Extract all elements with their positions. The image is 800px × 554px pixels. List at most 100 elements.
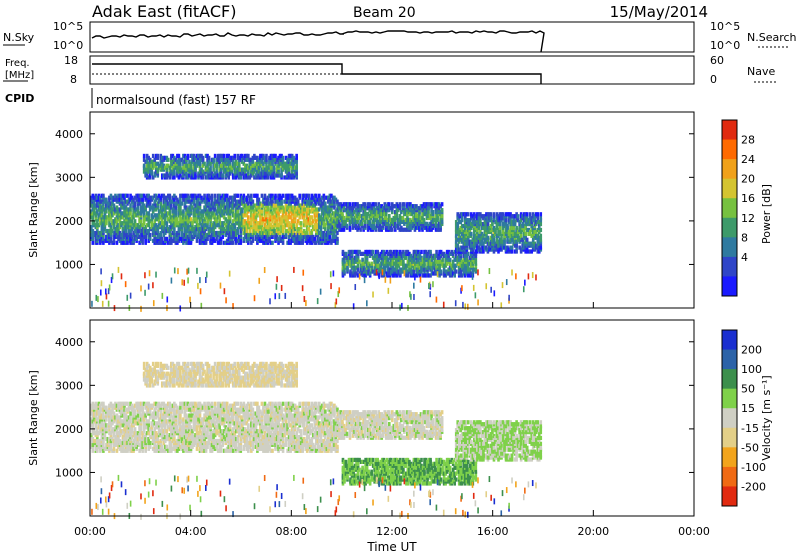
power-cell: [141, 241, 144, 245]
power-cell: [161, 237, 164, 241]
power-cell: [147, 215, 150, 219]
power-cell: [341, 212, 344, 216]
power-cell: [295, 164, 298, 168]
power-cell: [182, 209, 185, 213]
beam-label: Beam 20: [353, 5, 416, 21]
power-cell: [357, 264, 360, 268]
power-cell: [159, 202, 162, 206]
power-cell: [441, 208, 444, 212]
power-cell: [450, 268, 452, 274]
power-cell: [461, 218, 464, 222]
power-cell: [199, 162, 202, 166]
power-cell: [295, 171, 298, 175]
power-cell: [361, 258, 364, 262]
power-cell: [209, 166, 212, 170]
power-cell: [282, 194, 285, 198]
power-cell: [102, 194, 105, 198]
power-cell: [539, 212, 542, 216]
power-cell: [364, 224, 367, 228]
power-cell: [173, 169, 176, 173]
power-cell: [109, 284, 111, 290]
power-cell: [490, 216, 493, 220]
power-cell: [370, 262, 373, 266]
power-cell: [105, 209, 108, 213]
power-cell: [280, 200, 283, 204]
power-cell: [539, 245, 542, 249]
power-cell: [190, 217, 193, 221]
power-cell: [423, 218, 426, 222]
power-cell: [432, 210, 435, 214]
power-cell: [149, 233, 152, 237]
power-cell: [402, 260, 405, 264]
power-cell: [475, 267, 478, 271]
power-cell: [282, 241, 285, 245]
freq-tick-right-top: 60: [710, 54, 724, 67]
power-cell: [211, 194, 214, 198]
power-cell: [295, 154, 298, 158]
power-cell: [200, 288, 202, 294]
power-cell: [129, 211, 132, 215]
power-cell: [292, 223, 295, 227]
power-cell: [149, 237, 152, 241]
power-cell: [152, 154, 155, 158]
power-cell: [493, 238, 496, 242]
power-cell: [273, 166, 276, 170]
power-cell: [407, 273, 410, 277]
power-cell: [179, 207, 182, 211]
power-cell: [420, 250, 423, 254]
power-cell: [140, 219, 143, 223]
power-cell: [467, 252, 470, 256]
power-cell: [105, 198, 108, 202]
power-cell: [243, 194, 246, 198]
power-cell: [227, 175, 230, 179]
power-cell: [178, 154, 181, 158]
power-cell: [388, 214, 391, 218]
power-cell: [493, 212, 496, 216]
power-cell: [357, 267, 360, 271]
power-cell: [239, 175, 242, 179]
power-cell: [478, 226, 481, 230]
power-cell: [364, 202, 367, 206]
power-cell: [295, 223, 298, 227]
power-cell: [166, 237, 169, 241]
nsearch-label: N.Search: [747, 31, 797, 44]
power-cell: [300, 221, 303, 225]
power-cell: [374, 202, 377, 206]
power-cell: [349, 202, 352, 206]
power-cell: [196, 239, 199, 243]
power-cell: [359, 228, 362, 232]
power-cell: [282, 229, 285, 233]
power-cell: [310, 215, 313, 219]
power-cell: [140, 306, 142, 312]
power-cell: [475, 258, 478, 262]
power-cell: [143, 154, 146, 158]
power-cell: [403, 202, 406, 206]
power-cell: [336, 237, 339, 241]
power-cell: [517, 214, 520, 218]
power-cell: [372, 250, 375, 254]
power-cell: [152, 282, 154, 288]
power-cell: [212, 158, 215, 162]
power-cell: [267, 175, 270, 179]
power-cell: [173, 229, 176, 233]
power-cell: [208, 156, 211, 160]
power-cell: [329, 235, 332, 239]
power-cell: [511, 269, 513, 275]
power-cell: [456, 244, 459, 248]
power-cell: [437, 271, 439, 277]
power-cell: [455, 269, 458, 273]
power-cell: [100, 268, 102, 274]
power-cell: [147, 223, 150, 227]
power-cell: [467, 212, 470, 216]
power-cell: [490, 212, 493, 216]
power-cell: [320, 289, 322, 295]
power-cell: [382, 269, 384, 275]
freq-unit-label: [MHz]: [5, 70, 34, 81]
power-cell: [301, 239, 304, 243]
power-cell: [203, 194, 206, 198]
nsky-label: N.Sky: [3, 31, 35, 44]
power-cell: [202, 213, 205, 217]
power-cell: [202, 175, 205, 179]
power-cell: [126, 194, 129, 198]
power-cell: [176, 217, 179, 221]
